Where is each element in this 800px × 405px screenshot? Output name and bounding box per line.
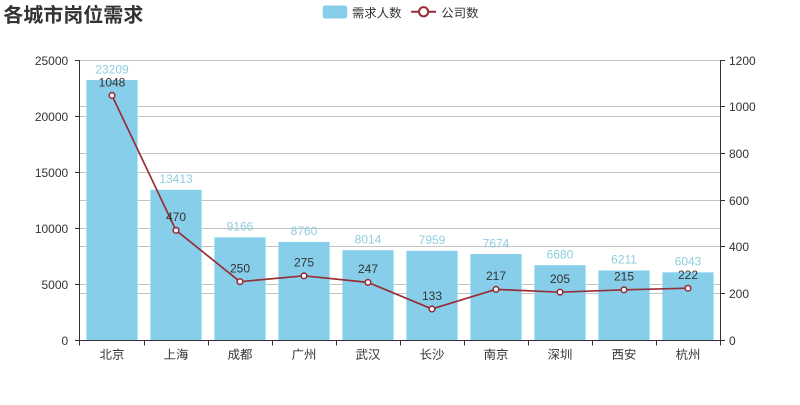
- svg-text:20000: 20000: [35, 110, 69, 124]
- svg-text:5000: 5000: [41, 278, 68, 292]
- svg-text:10000: 10000: [35, 222, 69, 236]
- svg-text:13413: 13413: [159, 172, 193, 186]
- svg-text:470: 470: [166, 210, 186, 224]
- svg-text:9166: 9166: [227, 220, 254, 234]
- svg-text:200: 200: [729, 287, 749, 301]
- svg-text:1200: 1200: [729, 54, 756, 68]
- svg-text:800: 800: [729, 147, 749, 161]
- svg-text:600: 600: [729, 194, 749, 208]
- svg-text:0: 0: [729, 334, 736, 348]
- svg-text:8014: 8014: [355, 233, 382, 247]
- svg-text:1000: 1000: [729, 100, 756, 114]
- svg-text:7674: 7674: [483, 236, 510, 250]
- svg-text:25000: 25000: [35, 54, 69, 68]
- svg-text:400: 400: [729, 240, 749, 254]
- svg-text:205: 205: [550, 272, 570, 286]
- svg-text:0: 0: [62, 334, 69, 348]
- svg-text:23209: 23209: [95, 62, 129, 76]
- svg-text:222: 222: [678, 268, 698, 282]
- svg-text:217: 217: [486, 269, 506, 283]
- svg-text:6680: 6680: [547, 247, 574, 261]
- svg-text:133: 133: [422, 289, 442, 303]
- svg-text:250: 250: [230, 261, 250, 275]
- svg-text:215: 215: [614, 270, 634, 284]
- svg-text:1048: 1048: [99, 75, 126, 89]
- svg-text:7959: 7959: [419, 233, 446, 247]
- svg-text:8760: 8760: [291, 224, 318, 238]
- svg-text:6043: 6043: [675, 255, 702, 269]
- svg-text:15000: 15000: [35, 166, 69, 180]
- svg-text:275: 275: [294, 256, 314, 270]
- svg-text:6211: 6211: [611, 253, 637, 267]
- svg-text:247: 247: [358, 262, 378, 276]
